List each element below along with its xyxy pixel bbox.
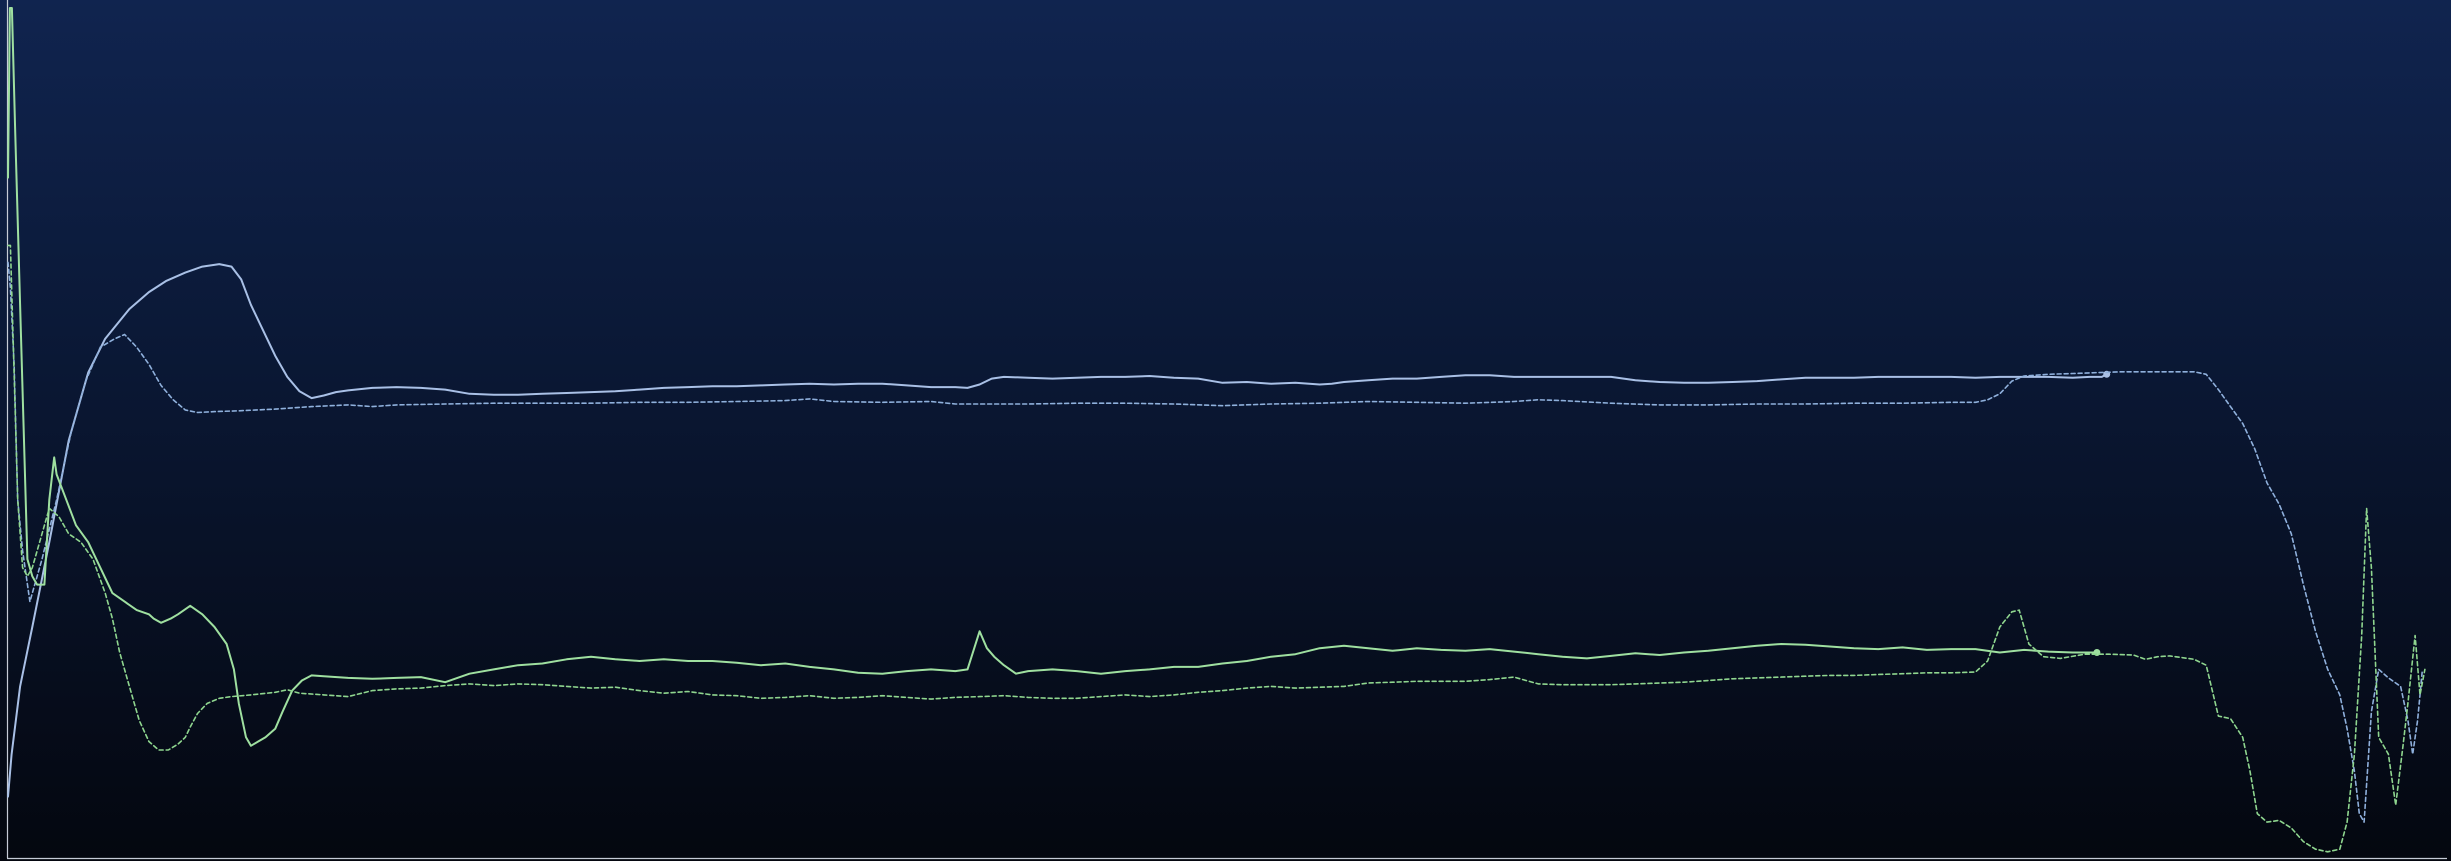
series-line-green-dashed xyxy=(7,244,2426,853)
series-line-green-solid xyxy=(7,7,2098,747)
series-line-blue-dashed xyxy=(7,261,2424,823)
series-line-blue-solid xyxy=(7,263,2108,798)
series-layer xyxy=(7,7,2426,853)
